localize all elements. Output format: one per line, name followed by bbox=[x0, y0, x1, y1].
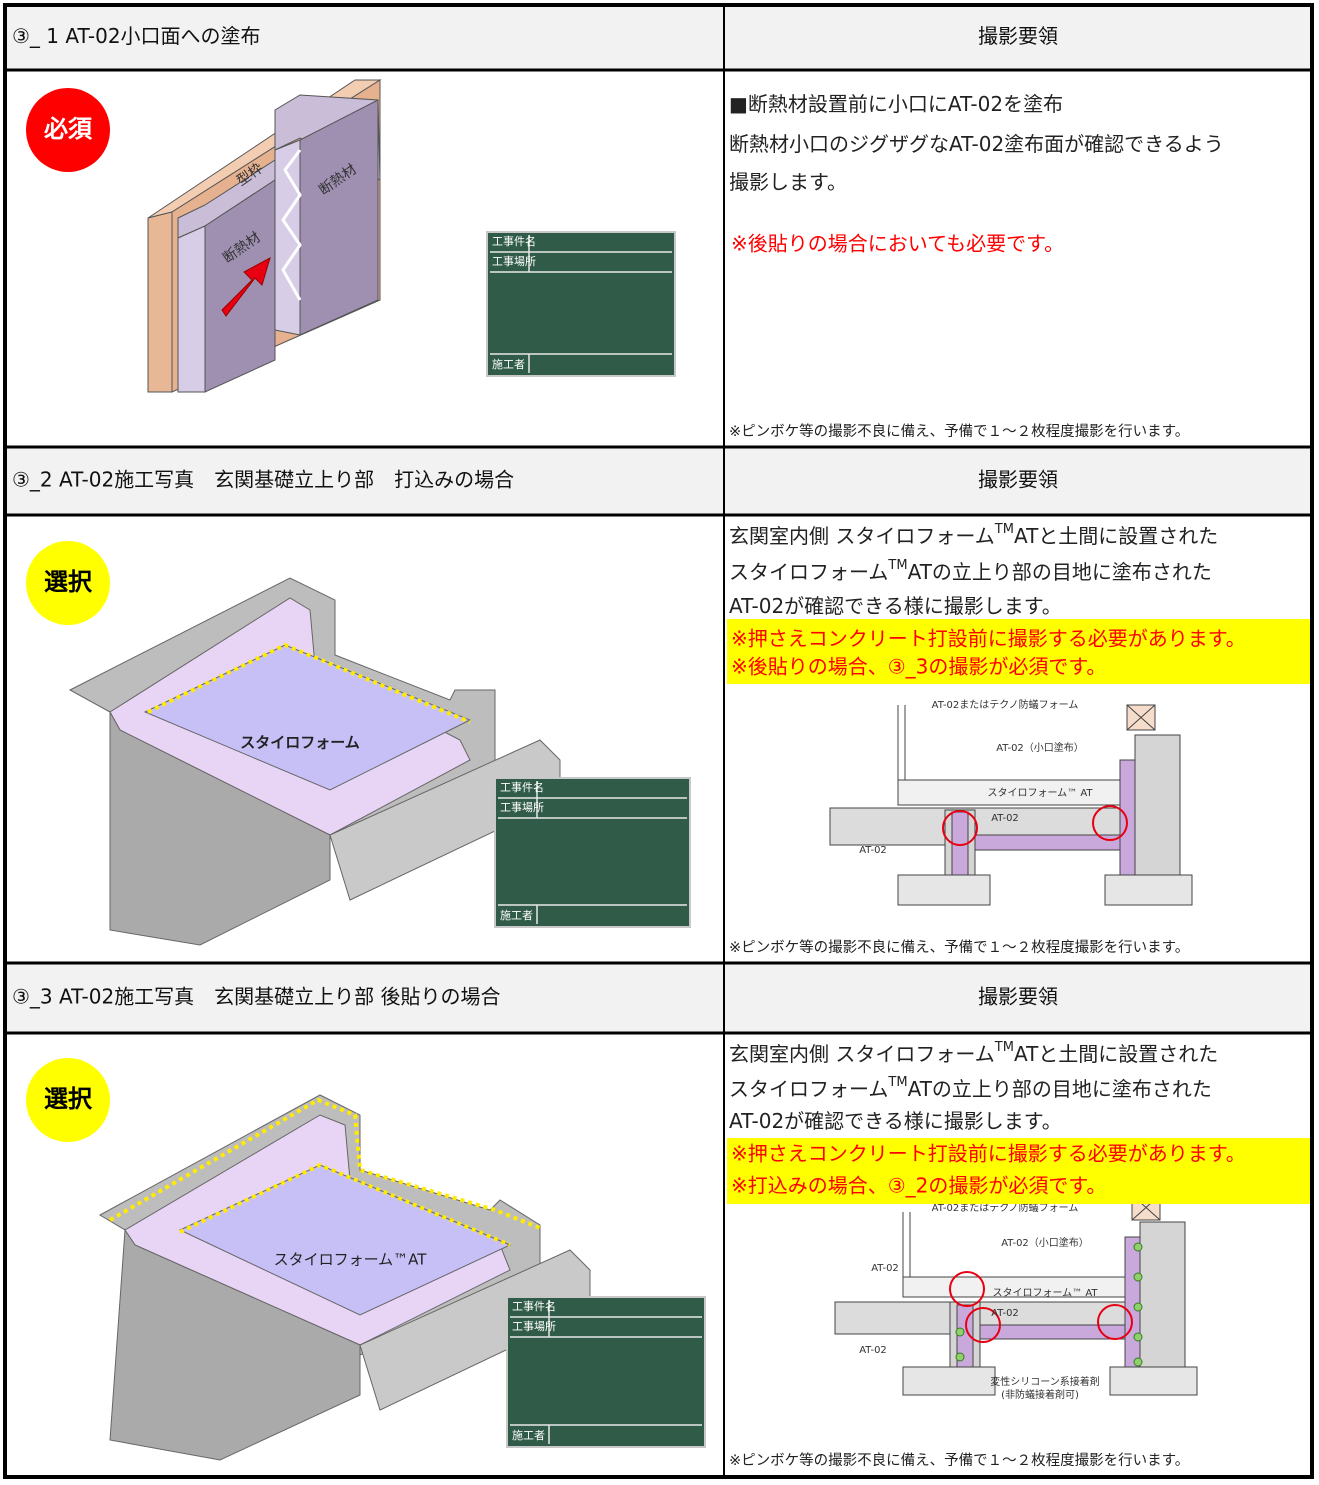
section: ③_2 AT-02施工写真 玄関基礎立上り部 打込みの場合 撮影要領選択工事件名工… bbox=[12, 468, 1310, 956]
diagram-label: AT-02 bbox=[991, 1308, 1019, 1319]
note: ※押さえコンクリート打設前に撮影する必要があります。 bbox=[731, 1142, 1246, 1166]
diagram-label: スタイロフォーム™ AT bbox=[992, 1287, 1098, 1299]
diagram-label: AT-02またはテクノ防蟻フォーム bbox=[932, 698, 1079, 711]
badge-label: 選択 bbox=[44, 1085, 93, 1113]
header-bg bbox=[5, 5, 1312, 70]
table-grid bbox=[3, 3, 1314, 1479]
header-bg bbox=[5, 447, 1312, 515]
diagram-label: AT-02（小口塗布） bbox=[1001, 1236, 1089, 1249]
chalkboard bbox=[494, 777, 691, 928]
diagram-label: AT-02 bbox=[871, 1263, 899, 1274]
guide-line: スタイロフォームTMATの立上り部の目地に塗布された bbox=[729, 558, 1212, 584]
diagram-label: スタイロフォーム™ AT bbox=[987, 787, 1093, 799]
chalkboard-label: 工事件名 bbox=[512, 1299, 556, 1313]
guide-line: AT-02が確認できる様に撮影します。 bbox=[729, 594, 1062, 618]
note: ※打込みの場合、③_2の撮影が必須です。 bbox=[731, 1174, 1106, 1198]
badge bbox=[26, 541, 110, 625]
detail-diagram: AT-02またはテクノ防蟻フォーム AT-02（小口塗布） スタイロフォーム™ … bbox=[829, 698, 1193, 906]
guide-line: 断熱材小口のジグザグなAT-02塗布面が確認できるよう bbox=[729, 132, 1224, 156]
chalkboard-label: 工事場所 bbox=[500, 801, 544, 814]
section-title: ③_ 1 AT-02小口面への塗布 bbox=[12, 24, 261, 48]
guide-text: AT-02が確認できる様に撮影します。 bbox=[729, 1109, 1062, 1133]
illustration-label: スタイロフォーム™AT bbox=[274, 1251, 428, 1269]
guide-text: AT-02が確認できる様に撮影します。 bbox=[729, 594, 1062, 618]
chalkboard-label: 施工者 bbox=[512, 1429, 545, 1442]
illustration-3: スタイロフォーム™AT bbox=[98, 1094, 591, 1461]
chalkboard-label: 工事場所 bbox=[492, 255, 536, 268]
chalkboard-label: 工事件名 bbox=[492, 234, 536, 248]
guide-text: TM bbox=[887, 558, 907, 573]
badge bbox=[26, 1058, 110, 1142]
guide-text: 玄関室内側 スタイロフォーム bbox=[729, 1042, 995, 1066]
section: ③_3 AT-02施工写真 玄関基礎立上り部 後貼りの場合 撮影要領選択工事件名工… bbox=[12, 985, 1310, 1469]
guide-line: ■断熱材設置前に小口にAT-02を塗布 bbox=[729, 92, 1063, 116]
guide-text: TM bbox=[994, 522, 1014, 537]
guide-text: ATの立上り部の目地に塗布された bbox=[908, 1077, 1212, 1101]
chalkboard-label: 工事件名 bbox=[500, 780, 544, 794]
guide-text: ATと土間に設置された bbox=[1014, 1042, 1218, 1066]
footnote: ※ピンボケ等の撮影不良に備え、予備で１～２枚程度撮影を行います。 bbox=[729, 1451, 1189, 1469]
guide-line: スタイロフォームTMATの立上り部の目地に塗布された bbox=[729, 1075, 1212, 1101]
guide-line: 玄関室内側 スタイロフォームTMATと土間に設置された bbox=[729, 522, 1218, 548]
chalkboard bbox=[486, 231, 676, 377]
diagram-label: (非防蟻接着剤可) bbox=[1001, 1388, 1079, 1401]
note: ※後貼りの場合、③_3の撮影が必須です。 bbox=[731, 655, 1106, 679]
illustration-label: スタイロフォーム bbox=[240, 734, 360, 752]
header-bg bbox=[5, 963, 1312, 1033]
guide-text: ATの立上り部の目地に塗布された bbox=[908, 560, 1212, 584]
guide-text: 撮影します。 bbox=[729, 170, 847, 194]
note-highlight bbox=[727, 619, 1310, 684]
section-title: ③_3 AT-02施工写真 玄関基礎立上り部 後貼りの場合 bbox=[12, 985, 501, 1009]
guide-header: 撮影要領 bbox=[978, 24, 1058, 48]
guide-text: TM bbox=[887, 1075, 907, 1090]
chalkboard bbox=[506, 1296, 706, 1448]
diagram-label: AT-02（小口塗布） bbox=[996, 741, 1084, 754]
guide-text: ■断熱材設置前に小口にAT-02を塗布 bbox=[729, 92, 1063, 116]
diagram-label: AT-02 bbox=[859, 1345, 887, 1356]
illustration-2: スタイロフォーム bbox=[68, 577, 561, 946]
footnote: ※ピンボケ等の撮影不良に備え、予備で１～２枚程度撮影を行います。 bbox=[729, 938, 1189, 956]
chalkboard-label: 施工者 bbox=[492, 358, 525, 371]
guide-header: 撮影要領 bbox=[978, 985, 1058, 1009]
guide-text: TM bbox=[994, 1040, 1014, 1055]
guide-text: 断熱材小口のジグザグなAT-02塗布面が確認できるよう bbox=[729, 132, 1224, 156]
guide-text: スタイロフォーム bbox=[729, 1077, 888, 1101]
section-title: ③_2 AT-02施工写真 玄関基礎立上り部 打込みの場合 bbox=[12, 468, 514, 492]
guide-header: 撮影要領 bbox=[978, 468, 1058, 492]
note: ※押さえコンクリート打設前に撮影する必要があります。 bbox=[731, 627, 1246, 651]
diagram-label: AT-02またはテクノ防蟻フォーム bbox=[932, 1201, 1079, 1214]
guide-line: 撮影します。 bbox=[729, 170, 847, 194]
guide-text: スタイロフォーム bbox=[729, 560, 888, 584]
diagram-label: 変性シリコーン系接着剤 bbox=[990, 1375, 1100, 1388]
footnote: ※ピンボケ等の撮影不良に備え、予備で１～２枚程度撮影を行います。 bbox=[729, 422, 1189, 440]
diagram-label: AT-02 bbox=[859, 845, 887, 856]
guide-line: AT-02が確認できる様に撮影します。 bbox=[729, 1109, 1062, 1133]
guide-text: ATと土間に設置された bbox=[1014, 524, 1218, 548]
illustration-1: 型枠 断熱材 断熱材 bbox=[147, 79, 382, 393]
guide-text: 玄関室内側 スタイロフォーム bbox=[729, 524, 995, 548]
note: ※後貼りの場合においても必要です。 bbox=[731, 232, 1064, 256]
badge-label: 選択 bbox=[44, 568, 93, 596]
note-highlight bbox=[727, 1138, 1310, 1204]
badge-label: 必須 bbox=[44, 115, 93, 143]
guide-line: 玄関室内側 スタイロフォームTMATと土間に設置された bbox=[729, 1040, 1218, 1066]
chalkboard-label: 工事場所 bbox=[512, 1320, 556, 1333]
badge bbox=[26, 88, 110, 172]
chalkboard-label: 施工者 bbox=[500, 909, 533, 922]
diagram-label: AT-02 bbox=[991, 813, 1019, 824]
detail-diagram: AT-02またはテクノ防蟻フォーム AT-02（小口塗布） スタイロフォーム™ … bbox=[834, 1194, 1198, 1401]
